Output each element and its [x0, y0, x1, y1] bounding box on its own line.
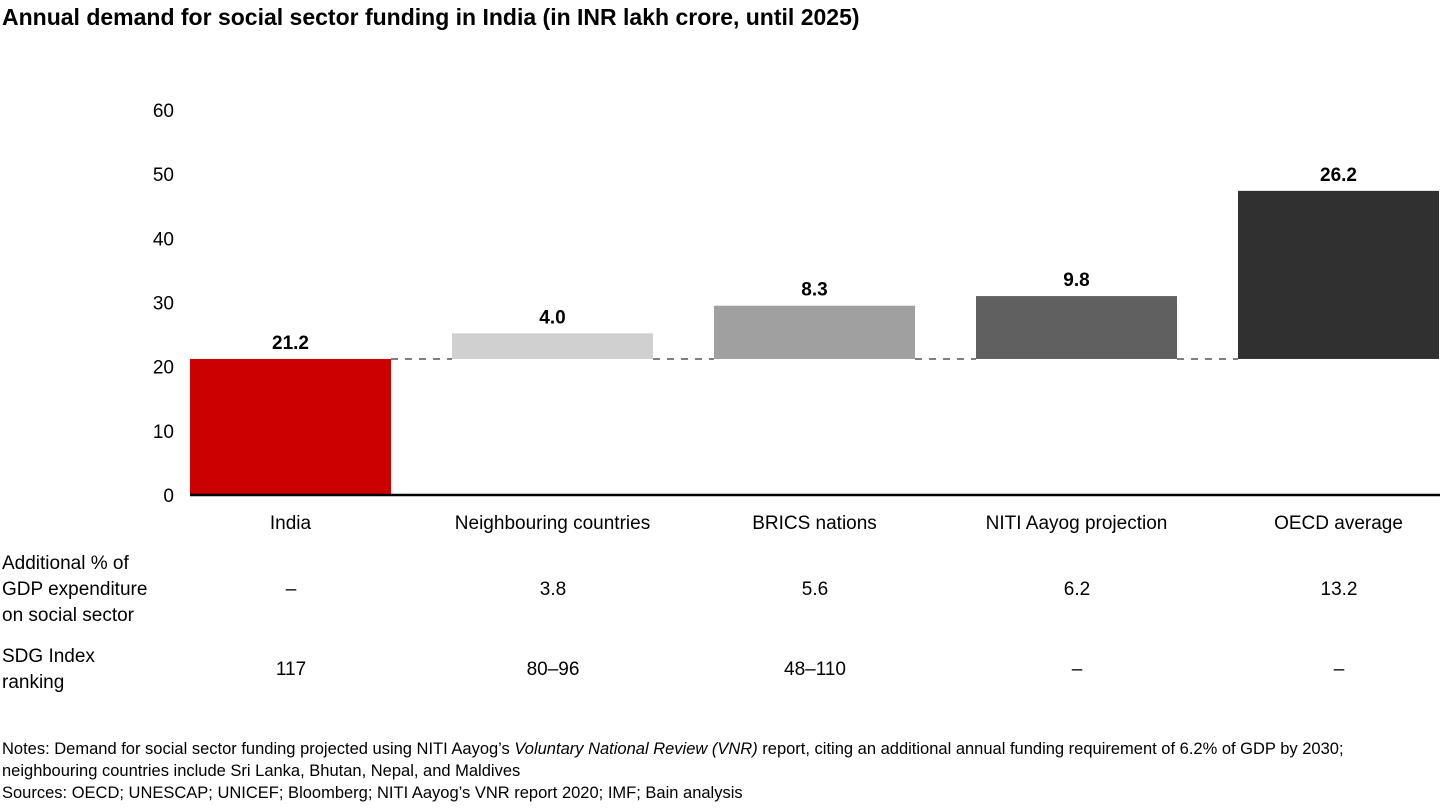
y-tick-label: 60 — [153, 101, 174, 122]
x-category-label: BRICS nations — [752, 513, 877, 534]
row-label-line: GDP expenditure — [2, 579, 148, 600]
sdg-cell-oecd: – — [1333, 659, 1345, 680]
bar — [714, 305, 915, 359]
y-tick-label: 20 — [153, 358, 174, 379]
bar — [452, 333, 653, 359]
y-tick-label: 40 — [153, 229, 174, 250]
footnotes: Notes: Demand for social sector funding … — [2, 738, 1438, 804]
sdg-cell-brics: 48–110 — [784, 659, 846, 680]
x-category-label: NITI Aayog projection — [986, 513, 1168, 534]
row-label-sdg: SDG Index ranking — [2, 644, 95, 696]
gdp-cell-neighbouring: 3.8 — [539, 579, 567, 600]
x-category-label: India — [270, 513, 312, 534]
sources-text: Sources: OECD; UNESCAP; UNICEF; Bloomber… — [2, 784, 743, 802]
sdg-cell-neighbouring: 80–96 — [526, 659, 580, 680]
x-category-label: Neighbouring countries — [455, 513, 650, 534]
gdp-cell-brics: 5.6 — [801, 579, 829, 600]
row-label-line: SDG Index — [2, 646, 95, 667]
gdp-cell-niti: 6.2 — [1063, 579, 1091, 600]
sdg-cell-niti: – — [1071, 659, 1083, 680]
notes-suffix: report, citing an additional annual fund… — [2, 740, 1344, 780]
notes-italic-title: Voluntary National Review (VNR) — [514, 740, 758, 758]
y-tick-label: 50 — [153, 165, 174, 186]
gdp-cell-oecd: 13.2 — [1320, 579, 1358, 600]
bar — [976, 296, 1177, 359]
y-tick-label: 10 — [153, 422, 174, 443]
bar — [190, 358, 391, 495]
bar-value-label: 8.3 — [801, 280, 827, 301]
sdg-cell-india: 117 — [275, 659, 307, 680]
bar-value-label: 26.2 — [1320, 165, 1357, 186]
x-category-label: OECD average — [1274, 513, 1403, 534]
y-tick-label: 30 — [153, 294, 174, 315]
y-tick-label: 0 — [163, 486, 174, 507]
row-label-line: on social sector — [2, 605, 135, 626]
row-label-line: Additional % of — [2, 553, 129, 574]
row-label-gdp: Additional % of GDP expenditure on socia… — [2, 551, 147, 629]
row-label-line: ranking — [2, 672, 65, 693]
bar-chart: 0 10 20 30 40 50 60 21.2 India 4.0 Neighbouring co… — [153, 101, 1440, 534]
bar — [1238, 190, 1439, 359]
notes-prefix: Notes: Demand for social sector funding … — [2, 740, 515, 758]
bar-value-label: 4.0 — [539, 307, 565, 328]
chart-title: Annual demand for social sector funding … — [2, 4, 860, 30]
bar-value-label: 9.8 — [1063, 270, 1089, 291]
bar-value-label: 21.2 — [272, 333, 309, 354]
gdp-cell-india: – — [285, 579, 297, 600]
notes-text: Notes: Demand for social sector funding … — [2, 738, 1438, 782]
